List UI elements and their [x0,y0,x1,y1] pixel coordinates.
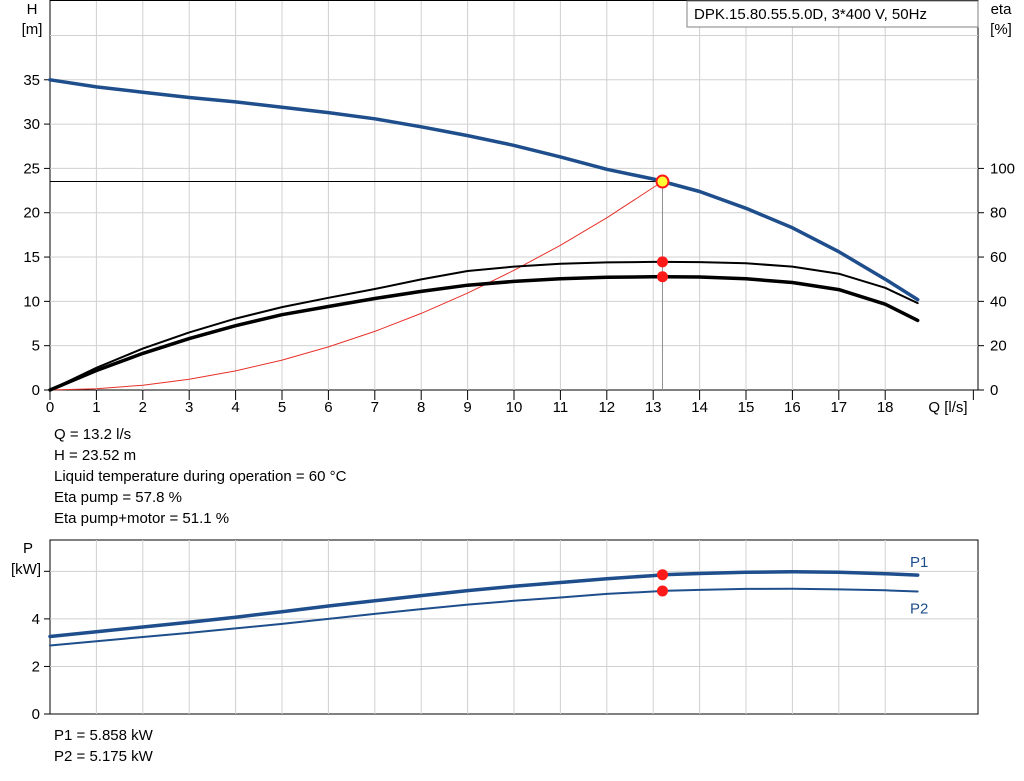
x-tick-label: 7 [371,399,379,416]
x-tick-label: 15 [738,399,755,416]
x-tick-label: 14 [691,399,708,416]
eta-pump-motor-operating-point [656,271,668,283]
y-right-tick-label: 60 [990,249,1007,266]
y-left-tick-label: 10 [23,293,40,310]
head-curve [48,78,920,302]
info-eta-pump-motor: Eta pump+motor = 51.1 % [54,510,230,527]
x-tick-label: 10 [506,399,523,416]
y-left-axis-label: H [27,1,38,18]
x-tick-label: 2 [139,399,147,416]
x-tick-label: 16 [784,399,801,416]
x-tick-label: 8 [417,399,425,416]
operating-point-info: Q = 13.2 l/s H = 23.52 m Liquid temperat… [54,424,346,529]
info-p2: P2 = 5.175 kW [54,748,153,765]
eta-pump-motor-curve [48,275,920,392]
y-right-tick-label: 0 [990,382,998,399]
y-right-tick-label: 20 [990,338,1007,355]
head-operating-point [655,174,670,189]
eta-pump-curve [49,260,919,391]
info-flow: Q = 13.2 l/s [54,426,132,443]
y-right-axis-unit: [%] [990,21,1012,38]
y-left-tick-label: 25 [23,160,40,177]
eta-pump-operating-point [656,256,668,268]
power-y-tick-label: 4 [32,611,40,628]
power-y-axis-unit: [kW] [11,561,41,578]
y-right-tick-label: 100 [990,160,1015,177]
y-left-tick-label: 0 [32,382,40,399]
power-y-tick-label: 0 [32,706,40,723]
x-tick-label: 9 [463,399,471,416]
p2-series-label: P2 [910,601,928,618]
x-tick-label: 1 [92,399,100,416]
x-axis-label: Q [l/s] [928,399,967,416]
y-right-tick-label: 80 [990,205,1007,222]
p2-curve [49,587,919,647]
x-tick-label: 6 [324,399,332,416]
p1-operating-point [656,569,668,581]
p1-series-label: P1 [910,554,928,571]
x-tick-label: 17 [830,399,847,416]
info-eta-pump: Eta pump = 57.8 % [54,489,182,506]
y-right-axis-label: eta [991,1,1013,18]
y-left-tick-label: 20 [23,205,40,222]
y-right-tick-label: 40 [990,293,1007,310]
x-tick-label: 3 [185,399,193,416]
power-info: P1 = 5.858 kW P2 = 5.175 kW [54,725,153,767]
y-left-tick-label: 30 [23,116,40,133]
x-tick-label: 0 [46,399,54,416]
p2-operating-point [656,585,668,597]
p1-curve [48,570,920,639]
y-left-axis-unit: [m] [22,21,43,38]
info-liquid-temp: Liquid temperature during operation = 60… [54,468,347,485]
y-left-tick-label: 35 [23,72,40,89]
power-y-tick-label: 2 [32,658,40,675]
x-tick-label: 4 [231,399,239,416]
info-head: H = 23.52 m [54,447,137,464]
x-tick-label: 12 [598,399,615,416]
power-y-axis-label: P [23,540,33,557]
info-p1: P1 = 5.858 kW [54,727,153,744]
system-curve [49,181,663,391]
y-left-tick-label: 15 [23,249,40,266]
y-left-tick-label: 5 [32,338,40,355]
x-tick-label: 13 [645,399,662,416]
x-tick-label: 18 [877,399,894,416]
title-box [686,0,979,28]
chart-title: DPK.15.80.55.5.0D, 3*400 V, 50Hz [694,6,927,23]
x-tick-label: 5 [278,399,286,416]
x-tick-label: 11 [553,399,569,416]
